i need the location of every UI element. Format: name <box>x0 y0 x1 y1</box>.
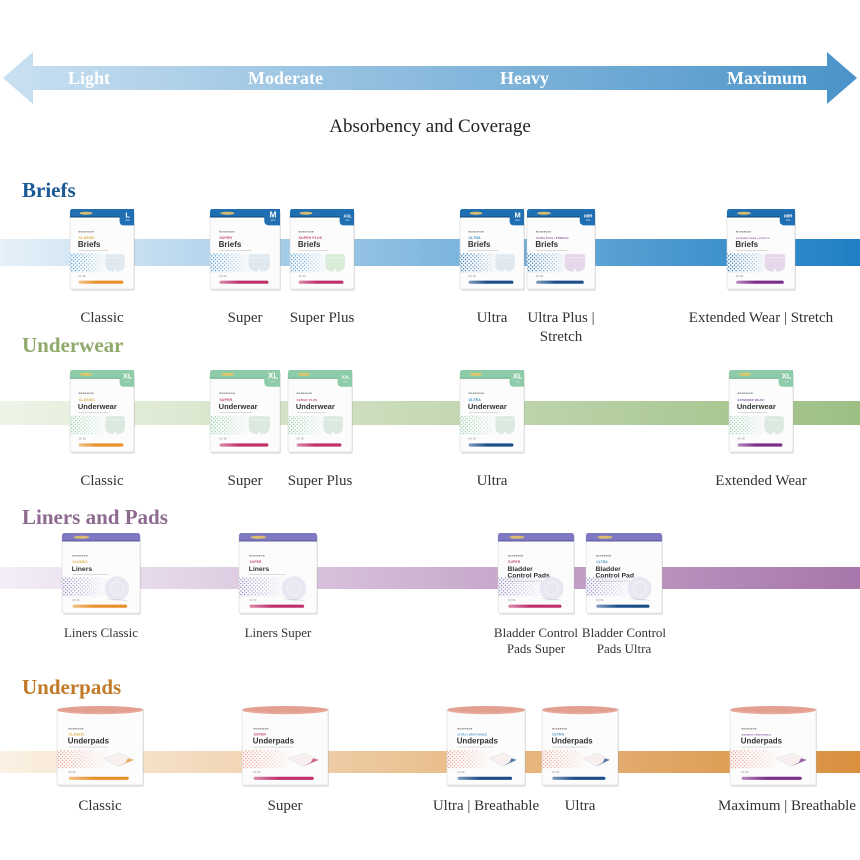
svg-text:MCKESSON: MCKESSON <box>299 232 314 234</box>
svg-text:MCKESSON: MCKESSON <box>297 393 313 395</box>
svg-text:MCKESSON: MCKESSON <box>596 556 611 558</box>
svg-text:M | 90: M | 90 <box>79 274 87 278</box>
svg-text:XL: XL <box>782 372 792 381</box>
svg-text:MCKESSON: MCKESSON <box>736 232 751 234</box>
svg-text:Underwear: Underwear <box>296 402 335 411</box>
svg-text:XL: XL <box>123 372 133 381</box>
svg-text:MCKESSON: MCKESSON <box>469 393 485 395</box>
svg-text:M | 90: M | 90 <box>254 771 262 774</box>
svg-text:CLASSIC: CLASSIC <box>73 560 89 564</box>
svg-text:M | 90: M | 90 <box>552 771 560 774</box>
svg-text:M | 90: M | 90 <box>250 598 258 602</box>
svg-text:Briefs: Briefs <box>735 240 758 249</box>
svg-text:M | 90: M | 90 <box>469 437 477 441</box>
svg-text:Briefs: Briefs <box>535 240 558 249</box>
svg-text:M | 90: M | 90 <box>736 274 744 278</box>
svg-text:M/R: M/R <box>584 214 593 219</box>
svg-text:Liners: Liners <box>72 566 93 573</box>
svg-text:M | 90: M | 90 <box>738 437 746 441</box>
svg-text:Briefs: Briefs <box>219 240 242 249</box>
svg-text:M | 90: M | 90 <box>79 437 87 441</box>
svg-text:Underpads: Underpads <box>68 737 110 746</box>
svg-text:size: size <box>271 379 276 383</box>
svg-text:MCKESSON: MCKESSON <box>219 232 234 234</box>
svg-text:XL: XL <box>513 372 523 381</box>
svg-text:M | 90: M | 90 <box>73 598 81 602</box>
svg-text:M | 90: M | 90 <box>596 598 604 602</box>
svg-text:Underwear: Underwear <box>468 402 507 411</box>
svg-text:MCKESSON: MCKESSON <box>250 556 265 558</box>
svg-text:size: size <box>343 379 348 383</box>
svg-text:M | 90: M | 90 <box>508 598 516 602</box>
svg-text:MCKESSON: MCKESSON <box>79 232 94 234</box>
svg-text:Briefs: Briefs <box>468 240 491 249</box>
svg-text:Underwear: Underwear <box>78 402 117 411</box>
svg-text:size: size <box>271 218 276 222</box>
svg-text:M | 90: M | 90 <box>742 771 750 774</box>
svg-text:M | 90: M | 90 <box>458 771 466 774</box>
svg-text:size: size <box>586 218 591 222</box>
svg-text:Underwear: Underwear <box>219 402 258 411</box>
svg-text:M | 90: M | 90 <box>219 437 227 441</box>
svg-text:Liners: Liners <box>249 566 270 573</box>
svg-text:Underwear: Underwear <box>737 402 776 411</box>
svg-text:SUPER: SUPER <box>250 560 262 564</box>
svg-text:M/R: M/R <box>784 214 793 219</box>
svg-text:MCKESSON: MCKESSON <box>469 232 484 234</box>
svg-text:M | 90: M | 90 <box>536 274 544 278</box>
svg-text:M | 90: M | 90 <box>469 274 477 278</box>
svg-text:MCKESSON: MCKESSON <box>536 232 551 234</box>
svg-text:M | 90: M | 90 <box>69 771 77 774</box>
svg-text:MCKESSON: MCKESSON <box>738 393 754 395</box>
svg-text:size: size <box>784 379 789 383</box>
svg-text:size: size <box>786 218 791 222</box>
svg-text:ULTRA: ULTRA <box>596 560 608 564</box>
svg-text:M | 90: M | 90 <box>299 274 307 278</box>
svg-text:MCKESSON: MCKESSON <box>742 728 757 730</box>
svg-text:size: size <box>125 379 130 383</box>
svg-text:size: size <box>515 218 520 222</box>
svg-text:MCKESSON: MCKESSON <box>79 393 95 395</box>
svg-text:XXL: XXL <box>341 375 350 380</box>
svg-text:MCKESSON: MCKESSON <box>69 728 84 730</box>
svg-text:MCKESSON: MCKESSON <box>73 556 88 558</box>
svg-text:Underpads: Underpads <box>253 737 295 746</box>
svg-text:size: size <box>345 218 350 222</box>
svg-text:size: size <box>515 379 520 383</box>
svg-text:Briefs: Briefs <box>298 240 321 249</box>
svg-text:XXL: XXL <box>343 214 352 219</box>
svg-text:MCKESSON: MCKESSON <box>508 556 523 558</box>
svg-text:Underpads: Underpads <box>457 737 499 746</box>
svg-text:MCKESSON: MCKESSON <box>458 728 473 730</box>
svg-text:M | 90: M | 90 <box>219 274 227 278</box>
svg-text:MCKESSON: MCKESSON <box>254 728 269 730</box>
svg-text:M | 90: M | 90 <box>297 437 305 441</box>
svg-text:Briefs: Briefs <box>78 240 101 249</box>
svg-text:Underpads: Underpads <box>551 737 593 746</box>
svg-text:MCKESSON: MCKESSON <box>552 728 567 730</box>
svg-text:SUPER: SUPER <box>508 560 520 564</box>
svg-text:MCKESSON: MCKESSON <box>219 393 235 395</box>
svg-text:Underpads: Underpads <box>741 737 783 746</box>
svg-text:size: size <box>125 218 130 222</box>
